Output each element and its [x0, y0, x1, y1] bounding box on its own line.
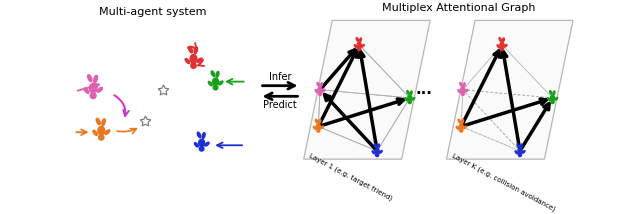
Ellipse shape: [315, 90, 317, 93]
Ellipse shape: [355, 45, 357, 48]
Ellipse shape: [412, 98, 415, 100]
Ellipse shape: [216, 71, 219, 77]
Ellipse shape: [520, 144, 522, 148]
Ellipse shape: [319, 120, 321, 123]
Ellipse shape: [548, 98, 550, 101]
Ellipse shape: [518, 153, 522, 157]
Ellipse shape: [456, 126, 459, 129]
Ellipse shape: [504, 45, 507, 47]
Ellipse shape: [98, 126, 105, 135]
Ellipse shape: [93, 130, 97, 135]
Ellipse shape: [194, 47, 198, 54]
Ellipse shape: [191, 63, 196, 68]
Ellipse shape: [517, 144, 519, 147]
Text: Multi-agent system: Multi-agent system: [99, 7, 207, 16]
Ellipse shape: [212, 78, 218, 85]
Ellipse shape: [461, 87, 465, 92]
Ellipse shape: [185, 59, 189, 64]
Ellipse shape: [362, 45, 364, 47]
Ellipse shape: [316, 124, 321, 129]
Ellipse shape: [209, 82, 212, 86]
Ellipse shape: [518, 149, 522, 153]
Ellipse shape: [458, 119, 461, 123]
Ellipse shape: [461, 120, 463, 123]
Ellipse shape: [405, 98, 408, 101]
Text: Predict: Predict: [263, 100, 297, 110]
Ellipse shape: [211, 71, 214, 76]
Ellipse shape: [357, 42, 361, 47]
Ellipse shape: [202, 133, 205, 138]
Text: ...: ...: [415, 82, 433, 97]
Ellipse shape: [460, 83, 462, 86]
Ellipse shape: [219, 81, 223, 85]
Ellipse shape: [199, 146, 204, 151]
Ellipse shape: [99, 135, 104, 140]
Ellipse shape: [460, 129, 463, 132]
Ellipse shape: [314, 126, 316, 129]
Ellipse shape: [317, 129, 320, 132]
Ellipse shape: [499, 38, 501, 41]
Text: Multiplex Attentional Graph: Multiplex Attentional Graph: [382, 3, 536, 13]
Ellipse shape: [380, 151, 382, 153]
Ellipse shape: [551, 100, 554, 104]
Ellipse shape: [102, 119, 106, 126]
Ellipse shape: [461, 92, 465, 95]
Ellipse shape: [97, 87, 102, 92]
Ellipse shape: [90, 83, 97, 93]
Ellipse shape: [463, 83, 465, 87]
Ellipse shape: [356, 38, 358, 41]
Ellipse shape: [408, 100, 412, 104]
Ellipse shape: [515, 151, 518, 154]
Ellipse shape: [410, 91, 412, 95]
Ellipse shape: [197, 132, 201, 138]
Ellipse shape: [372, 151, 375, 154]
Ellipse shape: [407, 91, 409, 94]
Ellipse shape: [321, 83, 323, 87]
Ellipse shape: [93, 75, 97, 83]
Ellipse shape: [375, 149, 379, 153]
Ellipse shape: [463, 126, 467, 129]
Ellipse shape: [321, 126, 323, 129]
Ellipse shape: [500, 47, 504, 51]
Ellipse shape: [360, 38, 362, 42]
Ellipse shape: [322, 89, 325, 92]
Ellipse shape: [497, 45, 500, 48]
Ellipse shape: [318, 87, 322, 92]
Ellipse shape: [502, 38, 504, 42]
Ellipse shape: [376, 153, 379, 157]
Ellipse shape: [358, 47, 361, 51]
Ellipse shape: [96, 118, 100, 125]
Ellipse shape: [317, 83, 319, 86]
Text: Layer 1 (e.g. target friend): Layer 1 (e.g. target friend): [308, 153, 393, 202]
Polygon shape: [447, 20, 573, 159]
Ellipse shape: [553, 91, 555, 95]
Text: Infer: Infer: [269, 72, 291, 82]
Ellipse shape: [555, 98, 557, 100]
Ellipse shape: [316, 119, 317, 123]
Ellipse shape: [465, 89, 468, 92]
Ellipse shape: [213, 85, 218, 90]
Polygon shape: [303, 20, 430, 159]
Text: Layer K (e.g. collision avoidance): Layer K (e.g. collision avoidance): [451, 153, 556, 213]
Ellipse shape: [190, 55, 197, 63]
Ellipse shape: [188, 46, 193, 53]
Ellipse shape: [197, 58, 202, 62]
Ellipse shape: [195, 143, 198, 147]
Ellipse shape: [522, 151, 525, 153]
Ellipse shape: [374, 144, 376, 147]
Ellipse shape: [105, 130, 110, 134]
Ellipse shape: [88, 75, 92, 82]
Ellipse shape: [84, 88, 89, 93]
Ellipse shape: [319, 92, 321, 95]
Ellipse shape: [198, 139, 205, 146]
Ellipse shape: [378, 144, 380, 148]
Ellipse shape: [459, 124, 463, 129]
Ellipse shape: [458, 90, 461, 93]
Ellipse shape: [90, 93, 96, 99]
Ellipse shape: [550, 95, 555, 100]
Ellipse shape: [205, 142, 209, 146]
Ellipse shape: [550, 91, 552, 94]
Ellipse shape: [500, 42, 504, 47]
Ellipse shape: [408, 95, 412, 100]
